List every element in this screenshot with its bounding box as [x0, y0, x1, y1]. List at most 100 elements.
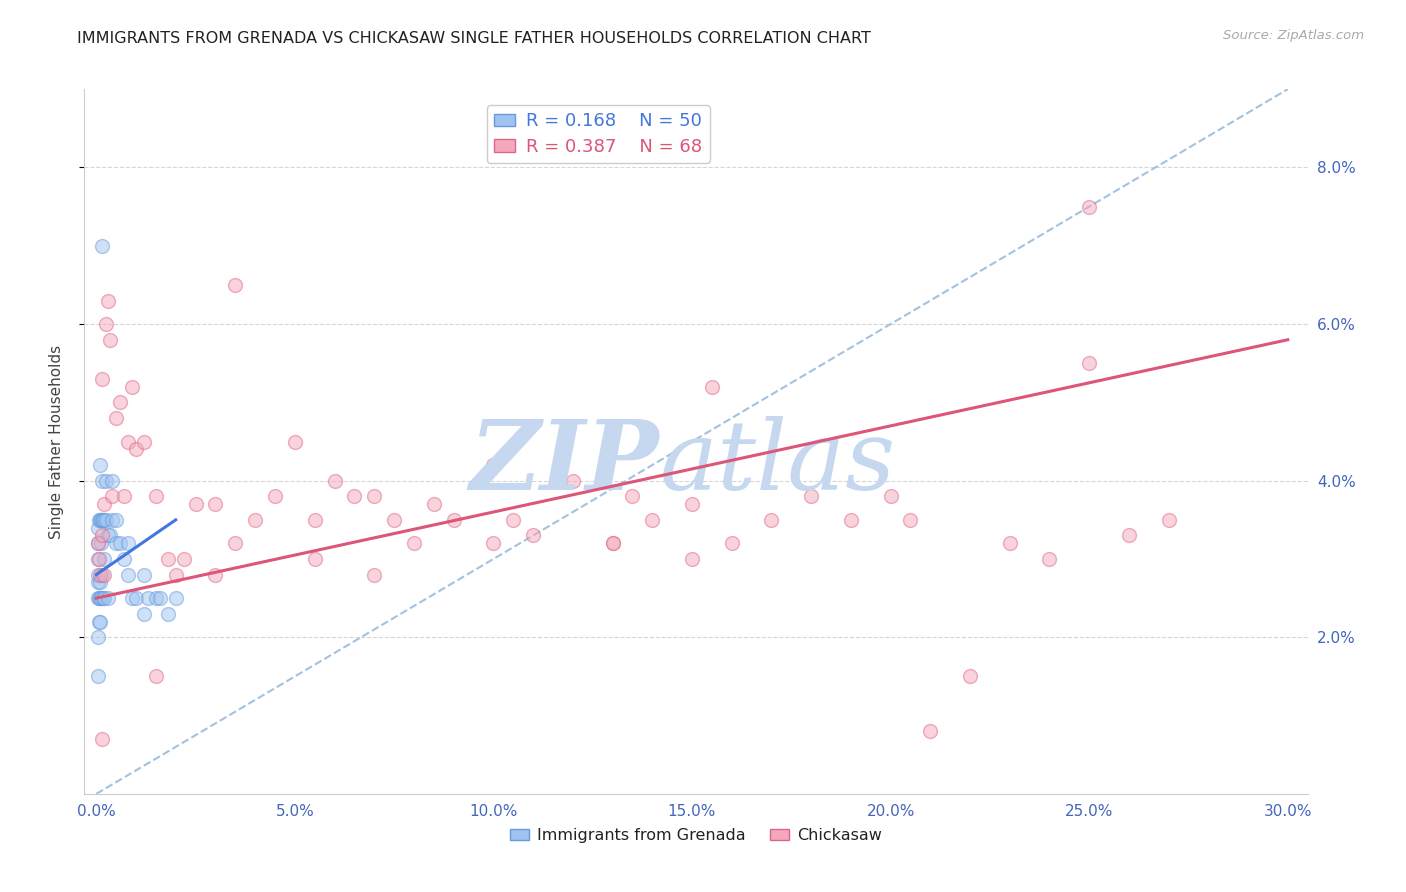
Point: [117, 536, 139, 550]
Point: [112, 489, 135, 503]
Text: atlas: atlas: [659, 416, 896, 509]
Point: [93, 552, 115, 566]
Point: [602, 536, 624, 550]
Point: [132, 434, 155, 449]
Point: [89, 575, 111, 590]
Point: [761, 513, 783, 527]
Point: [602, 536, 624, 550]
Point: [502, 513, 524, 527]
Point: [132, 567, 155, 582]
Point: [89, 552, 111, 566]
Point: [423, 497, 446, 511]
Point: [363, 567, 385, 582]
Point: [121, 591, 143, 606]
Point: [284, 434, 307, 449]
Point: [90, 591, 112, 606]
Point: [87, 567, 110, 582]
Point: [132, 607, 155, 621]
Point: [96, 513, 118, 527]
Point: [1078, 356, 1101, 370]
Point: [125, 442, 148, 457]
Point: [89, 513, 111, 527]
Point: [839, 513, 862, 527]
Point: [89, 567, 111, 582]
Point: [87, 591, 110, 606]
Point: [1118, 528, 1140, 542]
Point: [91, 239, 114, 253]
Point: [959, 669, 981, 683]
Point: [97, 528, 120, 542]
Point: [89, 591, 111, 606]
Point: [343, 489, 366, 503]
Point: [304, 552, 326, 566]
Point: [98, 528, 121, 542]
Point: [800, 489, 823, 503]
Point: [93, 513, 115, 527]
Point: [105, 411, 128, 425]
Point: [87, 552, 110, 566]
Point: [87, 521, 110, 535]
Point: [224, 536, 246, 550]
Point: [108, 395, 131, 409]
Point: [101, 513, 124, 527]
Point: [87, 669, 110, 683]
Text: ZIP: ZIP: [470, 416, 659, 509]
Point: [98, 333, 121, 347]
Point: [382, 513, 405, 527]
Point: [145, 591, 167, 606]
Point: [136, 591, 159, 606]
Point: [97, 591, 120, 606]
Point: [87, 536, 110, 550]
Point: [96, 317, 118, 331]
Point: [621, 489, 644, 503]
Point: [93, 591, 115, 606]
Point: [117, 434, 139, 449]
Point: [89, 458, 111, 472]
Point: [173, 552, 195, 566]
Point: [91, 474, 114, 488]
Point: [96, 474, 118, 488]
Text: IMMIGRANTS FROM GRENADA VS CHICKASAW SINGLE FATHER HOUSEHOLDS CORRELATION CHART: IMMIGRANTS FROM GRENADA VS CHICKASAW SIN…: [77, 31, 872, 46]
Point: [1078, 200, 1101, 214]
Point: [91, 732, 114, 747]
Point: [304, 513, 326, 527]
Point: [125, 591, 148, 606]
Point: [90, 513, 112, 527]
Point: [363, 489, 385, 503]
Point: [93, 567, 115, 582]
Point: [105, 513, 128, 527]
Point: [87, 630, 110, 644]
Point: [91, 567, 114, 582]
Point: [93, 497, 115, 511]
Point: [112, 552, 135, 566]
Text: Source: ZipAtlas.com: Source: ZipAtlas.com: [1223, 29, 1364, 42]
Point: [224, 277, 246, 292]
Point: [243, 513, 266, 527]
Legend: Immigrants from Grenada, Chickasaw: Immigrants from Grenada, Chickasaw: [503, 822, 889, 849]
Point: [641, 513, 664, 527]
Point: [101, 489, 124, 503]
Point: [91, 513, 114, 527]
Point: [204, 497, 226, 511]
Point: [156, 552, 179, 566]
Point: [89, 615, 111, 629]
Point: [402, 536, 425, 550]
Y-axis label: Single Father Households: Single Father Households: [49, 344, 63, 539]
Point: [1157, 513, 1180, 527]
Point: [879, 489, 901, 503]
Point: [681, 552, 703, 566]
Point: [87, 536, 110, 550]
Point: [900, 513, 922, 527]
Point: [89, 591, 111, 606]
Point: [920, 724, 942, 739]
Point: [700, 380, 723, 394]
Point: [117, 567, 139, 582]
Point: [101, 474, 124, 488]
Point: [93, 513, 115, 527]
Point: [145, 489, 167, 503]
Point: [264, 489, 287, 503]
Point: [165, 591, 187, 606]
Point: [165, 567, 187, 582]
Point: [720, 536, 742, 550]
Point: [105, 536, 128, 550]
